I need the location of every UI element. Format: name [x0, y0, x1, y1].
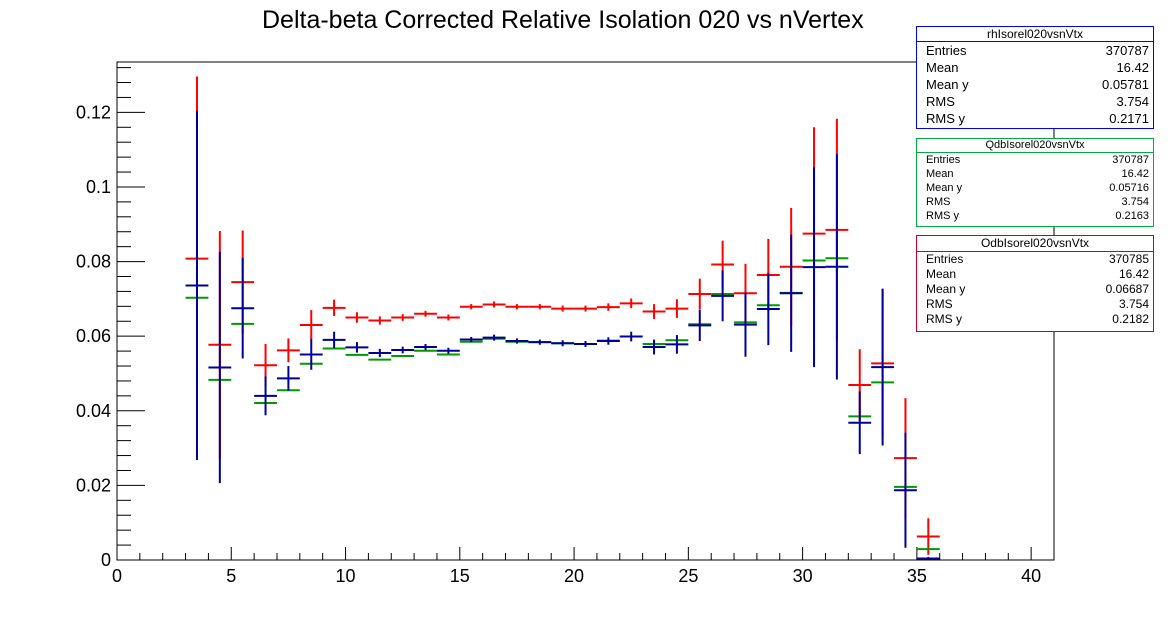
stats-value: 370787: [1105, 43, 1149, 58]
stats-box-title: QdbIsorel020vsnVtx: [917, 139, 1153, 153]
stats-label: RMS: [926, 94, 955, 109]
y-tick-label: 0.12: [76, 102, 111, 122]
x-tick-label: 35: [907, 566, 927, 586]
stats-label: RMS: [926, 297, 953, 311]
stats-label: Mean: [926, 60, 959, 75]
stats-label: Mean: [926, 267, 957, 281]
axes-ticks: [116, 67, 1055, 561]
stats-label: Entries: [926, 154, 961, 166]
y-tick-label: 0: [101, 550, 111, 570]
stats-value: 0.06687: [1105, 282, 1149, 296]
y-tick-label: 0.06: [76, 326, 111, 346]
stats-label: Mean y: [926, 77, 969, 92]
stats-label: Mean y: [926, 282, 966, 296]
x-tick-label: 30: [793, 566, 813, 586]
series-layer: [185, 76, 940, 560]
series-rhIsorel020vsnVtx: [185, 76, 940, 555]
tick-labels: 0 5 10 15 20 25 30 35 40 0 0.02 0.04 0.06 0.08 0.1 0.12: [76, 102, 1041, 586]
x-tick-label: 0: [112, 566, 122, 586]
stats-value: 16.42: [1121, 168, 1149, 180]
x-tick-label: 20: [564, 566, 584, 586]
series-QdbIsorel020vsnVtx: [185, 257, 940, 551]
y-tick-label: 0.04: [76, 401, 111, 421]
stats-value: 0.05716: [1109, 182, 1149, 194]
stats-box-title: OdbIsorel020vsnVtx: [917, 236, 1153, 252]
stats-value: 3.754: [1121, 196, 1149, 208]
stats-box-odb: OdbIsorel020vsnVtx Entries 370785 Mean 16.…: [916, 235, 1154, 332]
stats-value: 0.2171: [1109, 111, 1149, 126]
stats-value: 370787: [1112, 154, 1149, 166]
chart-title: Delta-beta Corrected Relative Isolation …: [262, 6, 864, 34]
y-tick-label: 0.1: [86, 177, 111, 197]
stats-box-title: rhIsorel020vsnVtx: [917, 27, 1153, 42]
x-tick-label: 15: [450, 566, 470, 586]
stats-label: Entries: [926, 252, 964, 266]
stats-value: 0.2163: [1115, 210, 1149, 222]
stats-label: RMS y: [926, 210, 959, 222]
x-tick-label: 25: [678, 566, 698, 586]
stats-value: 0.05781: [1102, 77, 1149, 92]
stats-label: Mean y: [926, 182, 963, 194]
stats-label: RMS: [926, 196, 951, 208]
stats-label: Mean: [926, 168, 954, 180]
y-tick-label: 0.08: [76, 252, 111, 272]
stats-box-qdb: QdbIsorel020vsnVtx Entries 370787 Mean 16.…: [916, 138, 1154, 227]
stats-label: RMS y: [926, 111, 965, 126]
stats-value: 3.754: [1118, 297, 1149, 311]
x-tick-label: 10: [336, 566, 356, 586]
series-OdbIsorel020vsnVtx: [185, 110, 940, 560]
stats-value: 3.754: [1116, 94, 1149, 109]
stats-value: 16.42: [1116, 60, 1149, 75]
x-tick-label: 40: [1021, 566, 1041, 586]
stats-label: RMS y: [926, 312, 962, 326]
stats-value: 0.2182: [1112, 312, 1149, 326]
stats-box-rh: rhIsorel020vsnVtx Entries 370787 Mean 16.4…: [916, 26, 1154, 129]
stats-value: 370785: [1108, 252, 1149, 266]
y-tick-label: 0.02: [76, 475, 111, 495]
x-tick-label: 5: [226, 566, 236, 586]
stats-label: Entries: [926, 43, 967, 58]
stats-value: 16.42: [1118, 267, 1149, 281]
